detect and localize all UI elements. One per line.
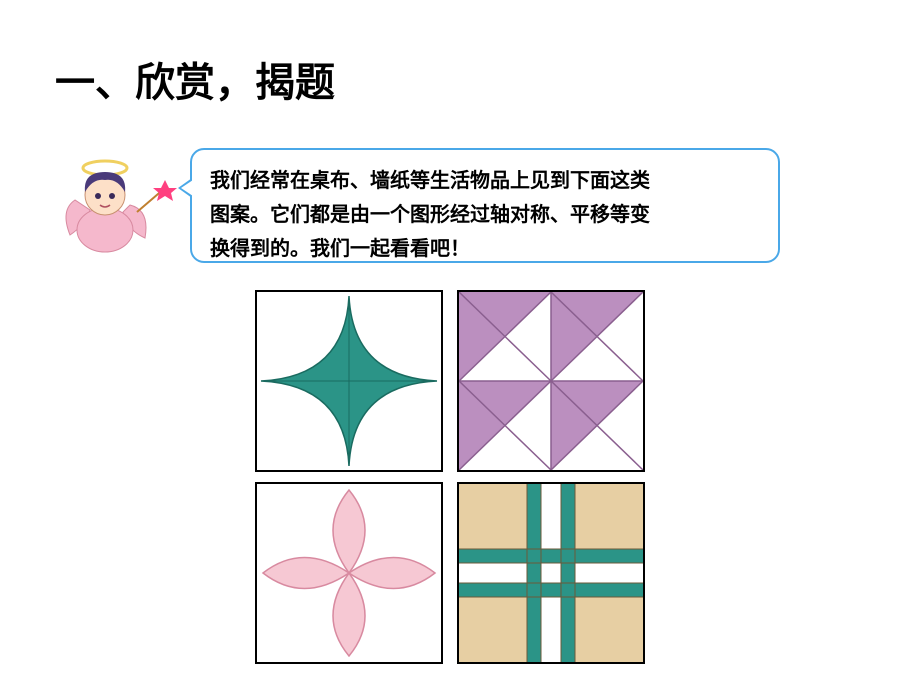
speech-line-3: 换得到的。我们一起看看吧！ xyxy=(210,238,470,260)
pattern-triangles xyxy=(457,290,645,472)
pattern-cross xyxy=(457,482,645,664)
speech-bubble: 我们经常在桌布、墙纸等生活物品上见到下面这类 图案。它们都是由一个图形经过轴对称… xyxy=(190,148,780,263)
pattern-grid xyxy=(255,290,645,664)
speech-line-1: 我们经常在桌布、墙纸等生活物品上见到下面这类 xyxy=(210,170,650,192)
mascot-image xyxy=(55,150,185,260)
pattern-star xyxy=(255,290,443,472)
section-title: 一、欣赏，揭题 xyxy=(55,50,335,108)
pattern-flower xyxy=(255,482,443,664)
speech-line-2: 图案。它们都是由一个图形经过轴对称、平移等变 xyxy=(210,204,650,226)
